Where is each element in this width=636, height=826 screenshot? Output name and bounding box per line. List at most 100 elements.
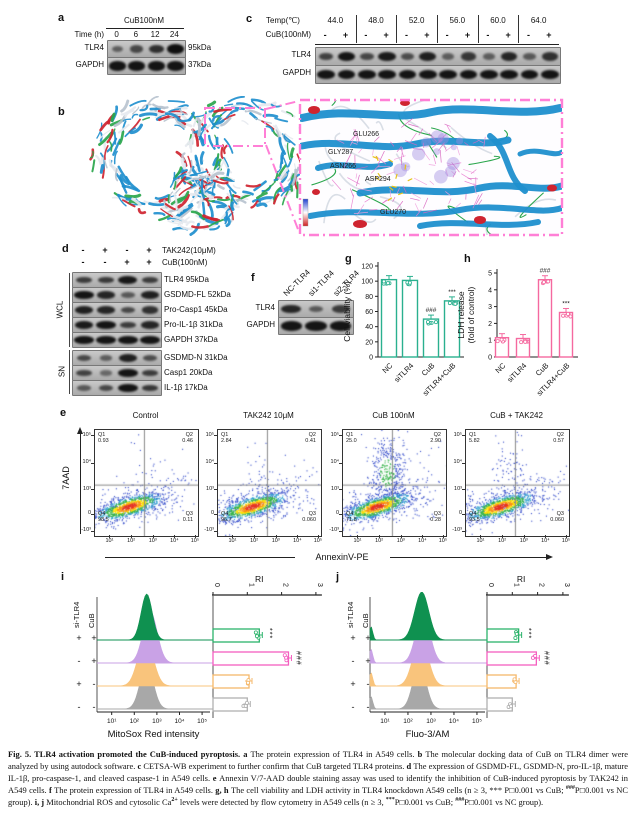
flow-cytometry-row: 7AAD Control 10⁵ 10⁴ 10³ 0 -10³ 10¹ 10² 10³ 10⁴ 10⁵… xyxy=(60,403,636,571)
y-tick-label: 10⁴ xyxy=(205,459,214,466)
ri-tick-label: 3 xyxy=(316,583,323,587)
protein-ribbon xyxy=(174,116,186,129)
quadrant-value: 0.060 xyxy=(302,517,316,523)
ligand-stick xyxy=(353,128,358,144)
blot-band xyxy=(99,355,113,361)
binding-pocket-surface xyxy=(433,148,441,156)
beta-sheet-ribbon xyxy=(307,204,562,219)
blot-band xyxy=(378,69,397,80)
protein-ribbon xyxy=(132,106,140,115)
ligand-stick xyxy=(463,168,475,174)
y-tick xyxy=(462,435,465,437)
protein-ribbon xyxy=(190,210,206,221)
ligand-stick xyxy=(402,185,407,194)
ligand-stick xyxy=(415,209,422,217)
ligand-stick xyxy=(439,149,442,163)
ligand-stick xyxy=(410,132,417,142)
blot-d-gsdmdfl xyxy=(72,287,162,303)
panel-d-label: d xyxy=(62,243,69,255)
protein-ribbon xyxy=(118,130,125,145)
y-tick xyxy=(214,513,217,515)
protein-ribbon xyxy=(131,113,139,119)
panel-i-label: i xyxy=(61,571,65,583)
caption-segment: ### xyxy=(455,797,465,804)
y-tick-label: 3 xyxy=(488,304,492,311)
blot-band xyxy=(523,53,536,60)
wcl-bracket xyxy=(69,273,70,347)
blot-band xyxy=(319,52,334,61)
ligand-stick xyxy=(423,209,437,214)
time-value: 24 xyxy=(169,30,179,39)
y-tick xyxy=(91,435,94,437)
ligand-stick xyxy=(355,173,358,179)
loop-ribbon xyxy=(330,105,370,130)
blot-band xyxy=(418,69,437,80)
protein-ribbon xyxy=(197,195,204,209)
protein-ribbon xyxy=(139,104,149,112)
protein-ribbon xyxy=(169,191,174,202)
y-tick xyxy=(91,530,94,532)
blot-f-gapdh xyxy=(278,317,354,335)
panel-c-temp-label: Temp(℃) xyxy=(266,16,300,25)
significance-marker: ### xyxy=(426,307,437,314)
y-tick-label: 2 xyxy=(488,321,492,328)
y-tick-label: 10⁴ xyxy=(330,459,339,466)
quadrant-value: 0.93 xyxy=(98,438,109,444)
blot-a-gapdh xyxy=(107,57,186,75)
protein-ribbon xyxy=(274,117,289,123)
quadrant-value: 0.11 xyxy=(182,517,193,523)
x-tick xyxy=(254,535,256,538)
quadrant-name: Q2 xyxy=(556,432,564,438)
cub-sign: + xyxy=(91,656,96,666)
protein-ribbon xyxy=(167,100,186,103)
x-axis-line xyxy=(390,557,546,558)
data-point xyxy=(541,280,546,285)
blot-band xyxy=(337,51,356,62)
protein-ribbon xyxy=(196,117,202,137)
protein-ribbon xyxy=(198,181,211,189)
sign: - xyxy=(81,245,85,255)
data-point xyxy=(253,630,258,635)
loop-ribbon xyxy=(514,198,557,218)
caption-segment: levels were detected by flow cytometry i… xyxy=(177,797,386,807)
y-tick-label: 40 xyxy=(365,324,373,331)
protein-ribbon xyxy=(173,181,177,190)
sign: + xyxy=(146,257,152,267)
helix-patch xyxy=(547,184,557,192)
cell-viability-chart: 0 20 40 60 80 100 120 Cell viability (%) NC siTLR… xyxy=(338,250,500,402)
sign: - xyxy=(526,30,530,40)
bar xyxy=(422,318,440,358)
ligand-stick xyxy=(438,142,445,151)
ligand-stick xyxy=(470,169,477,175)
data-point xyxy=(407,280,412,285)
y-tick-label: 10⁴ xyxy=(453,459,462,466)
helix-patch xyxy=(474,216,486,224)
binding-pocket-surface xyxy=(434,169,448,184)
x-tick xyxy=(152,535,154,538)
panel-j-label: j xyxy=(336,571,340,583)
protein-ribbon xyxy=(286,142,291,161)
caption-segment: Annexin V/7-AAD double staining assay wa… xyxy=(8,773,628,795)
protein-ribbon xyxy=(176,190,190,204)
blot-band xyxy=(118,368,138,378)
quadrant-name: Q4 xyxy=(221,511,229,517)
blot-c-tlr4 xyxy=(315,47,561,66)
x-tick-label: 10³ xyxy=(426,718,436,725)
beta-sheet-ribbon xyxy=(300,104,562,122)
x-tick xyxy=(545,535,547,538)
ligand-stick xyxy=(447,162,462,166)
ligand-stick xyxy=(400,118,413,128)
caption-segment: ### xyxy=(565,785,575,792)
y-axis-label: LDH release xyxy=(458,291,466,339)
protein-ribbon xyxy=(228,189,238,205)
caption-segment: P□0.001 vs NC group). xyxy=(8,785,628,807)
ligand-stick xyxy=(358,148,363,154)
binding-pocket-surface xyxy=(430,130,445,144)
quadrant-name: Q2 xyxy=(185,432,193,438)
protein-ribbon xyxy=(291,168,297,186)
ligand-stick xyxy=(357,204,365,215)
ri-axis-label: RI xyxy=(517,574,526,584)
sign: - xyxy=(486,30,490,40)
data-point xyxy=(533,653,538,658)
y-tick-label: 10⁵ xyxy=(330,431,339,438)
